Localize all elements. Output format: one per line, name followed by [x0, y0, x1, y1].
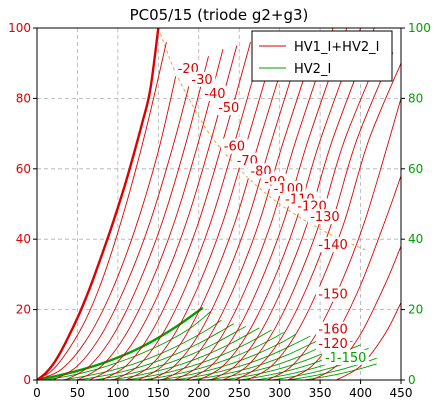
curve-label-bg [315, 237, 351, 253]
green-curve-bias100 [190, 337, 325, 380]
y-tick-label-left: 40 [16, 232, 31, 246]
curve-label: -40 [204, 87, 225, 102]
red-curve-bias60 [89, 45, 238, 380]
curve-label-bg [201, 85, 229, 101]
red-curve-bias130 [174, 28, 334, 380]
curve-labels: -20-30-40-50-60-70-80-90-100-110-120-130… [174, 61, 369, 366]
x-tick-label: 400 [349, 386, 372, 400]
curve-label: -130 [310, 210, 340, 225]
red-curve-bias180 [234, 52, 394, 380]
curve-label: -120 [318, 337, 348, 352]
red-curve-bias70 [101, 41, 251, 380]
x-tick-label: 450 [390, 386, 413, 400]
red-curve-bias220 [311, 246, 401, 380]
y-tick-label-left: 60 [16, 162, 31, 176]
plot-frame [36, 27, 402, 381]
x-tick-label: 0 [33, 386, 41, 400]
red-curve-bias190 [247, 63, 401, 380]
green-curve-bias40 [93, 326, 246, 380]
curve-label-bg [215, 99, 243, 115]
curve-label-bg [220, 138, 248, 154]
y-tick-label-right: 40 [408, 232, 423, 246]
curve-label-bg [307, 209, 343, 225]
curve-label-bg [188, 71, 216, 87]
curve-label: -50 [218, 101, 239, 116]
y-tick-label-left: 20 [16, 303, 31, 317]
green-curve-bias30 [77, 323, 234, 380]
y-tick-label-left: 100 [8, 21, 31, 35]
green-curve-bias90 [174, 335, 311, 380]
red-curve-bias10 [37, 41, 167, 380]
y-tick-label-right: 0 [408, 373, 416, 387]
red-curve-bias200 [267, 98, 401, 380]
green-curve-bias20 [61, 319, 222, 380]
y-tick-label-left: 0 [23, 373, 31, 387]
x-tick-label: 150 [147, 386, 170, 400]
red-curve-bias160 [210, 28, 375, 380]
green-curve-bias10 [45, 311, 212, 380]
red-curve-bias110 [149, 31, 307, 380]
red-curve-bias120 [162, 31, 320, 380]
x-tick-label: 250 [228, 386, 251, 400]
y-tick-label-right: 80 [408, 91, 423, 105]
red-curve-bias50 [77, 48, 224, 380]
x-tick-label: 350 [309, 386, 332, 400]
y-tick-label-right: 100 [408, 21, 431, 35]
curve-label: -60 [224, 140, 245, 155]
red-curve-bias140 [186, 28, 348, 380]
curve-label: -150 [318, 288, 348, 303]
red-curve-bias100 [137, 34, 293, 380]
x-tick-label: 300 [268, 386, 291, 400]
legend-label-green: HV2_I [294, 62, 331, 77]
curve-label: -30 [191, 73, 212, 88]
curve-label-bg [315, 321, 351, 337]
red-curve-bias170 [222, 41, 386, 380]
legend-box [251, 30, 393, 82]
red-curve-bias90 [125, 34, 279, 380]
y-tick-label-right: 60 [408, 162, 423, 176]
chart-title: PC05/15 (triode g2+g3) [130, 6, 309, 24]
curve-label-bg [334, 349, 369, 365]
y-tick-label-right: 20 [408, 303, 423, 317]
curve-label: -160 [318, 323, 348, 338]
green-curve-bias50 [109, 327, 260, 380]
green-curve-bias70 [142, 332, 284, 380]
red-curve-bias210 [287, 175, 401, 380]
legend: HV1_I+HV2_I HV2_I [251, 30, 393, 82]
curve-label: -140 [318, 238, 348, 253]
legend-label-red: HV1_I+HV2_I [294, 40, 379, 55]
green-curve-bias60 [125, 329, 272, 380]
red-curve-bias230 [336, 302, 401, 380]
red-curve-bias40 [65, 56, 209, 380]
x-tick-label: 200 [187, 386, 210, 400]
curve-label: -150 [337, 351, 367, 366]
red-curve-bias20 [37, 63, 180, 380]
curve-label-bg [315, 335, 351, 351]
red-curve-bias30 [52, 63, 196, 380]
x-tick-label: 100 [106, 386, 129, 400]
y-tick-label-left: 80 [16, 91, 31, 105]
green-curve-bias0 [37, 306, 204, 380]
red-curve-bias150 [198, 28, 362, 380]
curve-label-bg [315, 286, 351, 302]
red-curve-bias0 [37, 28, 160, 380]
x-tick-label: 50 [70, 386, 85, 400]
red-curve-bias80 [113, 38, 265, 380]
